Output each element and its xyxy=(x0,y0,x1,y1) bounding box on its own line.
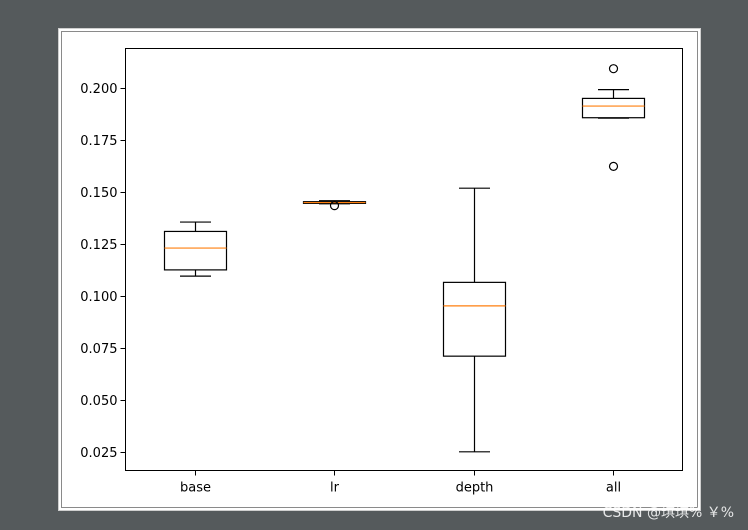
plot-area xyxy=(125,48,683,471)
x-tick-label: depth xyxy=(456,481,494,496)
box-iqr xyxy=(442,281,507,357)
x-tick-label: all xyxy=(606,481,621,496)
y-tick-label: 0.100 xyxy=(80,290,117,305)
box-iqr xyxy=(581,97,646,119)
y-tick-label: 0.125 xyxy=(80,238,117,253)
box-base xyxy=(163,221,228,277)
figure-border xyxy=(61,31,698,508)
box-depth xyxy=(442,187,507,453)
y-axis: 0.025 0.050 0.075 0.100 0.125 0.150 0.175 0.200 xyxy=(80,82,126,461)
outlier-point xyxy=(329,201,340,211)
box-lr xyxy=(302,200,367,211)
box-all xyxy=(581,64,646,171)
y-tick-label: 0.150 xyxy=(80,186,117,201)
x-axis: base lr depth all xyxy=(180,470,621,496)
y-tick-label: 0.050 xyxy=(80,394,117,409)
boxes xyxy=(163,64,646,453)
outlier-point xyxy=(608,161,619,171)
x-tick-label: lr xyxy=(330,481,340,496)
outlier-point xyxy=(608,64,619,74)
watermark: CSDN @琪琪% ￥% xyxy=(602,505,734,521)
y-tick-label: 0.200 xyxy=(80,82,117,97)
y-tick-label: 0.025 xyxy=(80,446,117,461)
y-tick-label: 0.175 xyxy=(80,134,117,149)
y-tick-label: 0.075 xyxy=(80,342,117,357)
box-iqr xyxy=(163,230,228,271)
x-tick-label: base xyxy=(180,481,211,496)
